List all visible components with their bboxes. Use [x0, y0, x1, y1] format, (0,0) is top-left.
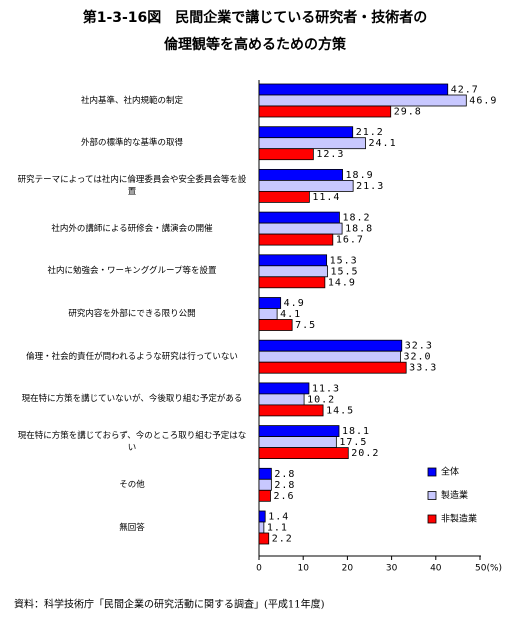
bar	[258, 467, 272, 480]
category-label: 社内に勉強会・ワーキンググループ等を設置	[47, 266, 217, 277]
bar	[258, 105, 392, 118]
value-label: 42.7	[451, 85, 479, 96]
bar	[258, 276, 326, 289]
value-label: 10.2	[307, 394, 335, 405]
bar	[258, 510, 266, 523]
legend-label: 非製造業	[441, 513, 477, 525]
value-label: 7.5	[295, 320, 316, 331]
value-label: 15.3	[330, 255, 358, 266]
bar	[258, 436, 337, 449]
bar	[258, 168, 343, 181]
x-tick-label: 20	[342, 564, 354, 574]
value-label: 21.3	[356, 181, 384, 192]
value-label: 16.7	[336, 235, 364, 246]
bar	[258, 94, 467, 107]
bar	[258, 137, 366, 150]
bar	[258, 447, 349, 460]
bar	[258, 339, 403, 352]
value-label: 18.9	[346, 170, 374, 181]
value-label: 2.6	[273, 491, 294, 502]
value-label: 14.9	[328, 277, 356, 288]
value-label: 4.9	[284, 298, 305, 309]
legend-swatch	[427, 491, 437, 500]
bar	[258, 148, 314, 161]
x-tick-label: 10	[297, 564, 309, 574]
value-label: 1.4	[268, 512, 289, 523]
bar	[258, 319, 293, 331]
category-label: 社内基準、社内規範の制定	[80, 95, 183, 106]
value-label: 21.2	[356, 127, 384, 138]
bar	[258, 83, 449, 96]
x-tick-label: 0	[256, 564, 262, 574]
value-label: 12.3	[316, 149, 344, 160]
bar	[258, 382, 310, 395]
category-label: 研究テーマによっては社内に倫理委員会や安全委員会等を設置	[17, 174, 247, 197]
category-label: 社内外の講師による研修会・講演会の開催	[51, 223, 213, 234]
category-label: 無回答	[119, 522, 145, 533]
value-label: 2.2	[272, 534, 293, 545]
category-label: 現在特に方策を講じておらず、今のところ取り組む予定はない	[17, 431, 247, 454]
value-label: 2.8	[274, 480, 295, 491]
value-label: 46.9	[469, 96, 497, 107]
value-label: 17.5	[339, 437, 367, 448]
bar	[258, 211, 340, 224]
x-tick-label: 50(%)	[475, 564, 502, 574]
value-label: 2.8	[274, 469, 295, 480]
value-label: 14.5	[326, 405, 354, 416]
chart-title: 倫理観等を高めるための方策	[164, 36, 347, 53]
category-label: 外部の標準的な基準の取得	[80, 138, 183, 149]
bar	[258, 222, 343, 235]
value-label: 24.1	[369, 138, 397, 149]
category-label: その他	[119, 479, 145, 490]
value-label: 33.3	[409, 363, 437, 374]
bar	[258, 126, 354, 139]
legend-swatch	[427, 467, 437, 477]
bar	[258, 190, 310, 203]
bar	[258, 254, 328, 267]
legend-label: 製造業	[441, 489, 468, 501]
bar	[258, 393, 305, 406]
value-label: 11.4	[312, 192, 340, 203]
bar	[258, 233, 334, 246]
bar	[258, 297, 282, 309]
category-label: 倫理・社会的責任が問われるような研究は行っていない	[26, 351, 238, 362]
value-label: 29.8	[394, 107, 422, 118]
bar	[258, 521, 265, 534]
value-label: 15.5	[331, 266, 359, 277]
legend-label: 全体	[441, 466, 459, 478]
bar	[258, 404, 324, 417]
value-label: 32.3	[405, 341, 433, 352]
category-label: 現在特に方策を講じていないが、今後取り組む予定がある	[21, 394, 243, 405]
bar	[258, 350, 401, 363]
bar	[258, 265, 328, 278]
value-label: 20.2	[351, 448, 379, 459]
value-label: 18.8	[345, 224, 373, 235]
value-label: 11.3	[312, 383, 340, 394]
category-label: 研究内容を外部にできる限り公開	[68, 309, 196, 319]
chart-title: 第1-3-16図 民間企業で講じている研究者・技術者の	[83, 9, 428, 26]
bar	[258, 478, 272, 491]
bar	[258, 489, 271, 502]
value-label: 32.0	[403, 352, 431, 363]
bar	[258, 361, 407, 374]
value-label: 18.2	[342, 213, 370, 224]
value-label: 18.1	[342, 426, 370, 437]
source-note: 資料：科学技術庁「民間企業の研究活動に関する調査」(平成11年度)	[14, 598, 325, 611]
bar	[258, 532, 270, 545]
bar	[258, 179, 354, 192]
bar	[258, 425, 340, 438]
x-tick-label: 30	[386, 564, 398, 574]
legend-swatch	[427, 514, 437, 524]
value-label: 1.1	[267, 523, 288, 534]
x-tick-label: 40	[430, 564, 442, 574]
value-label: 4.1	[280, 309, 301, 320]
bar	[258, 308, 278, 320]
